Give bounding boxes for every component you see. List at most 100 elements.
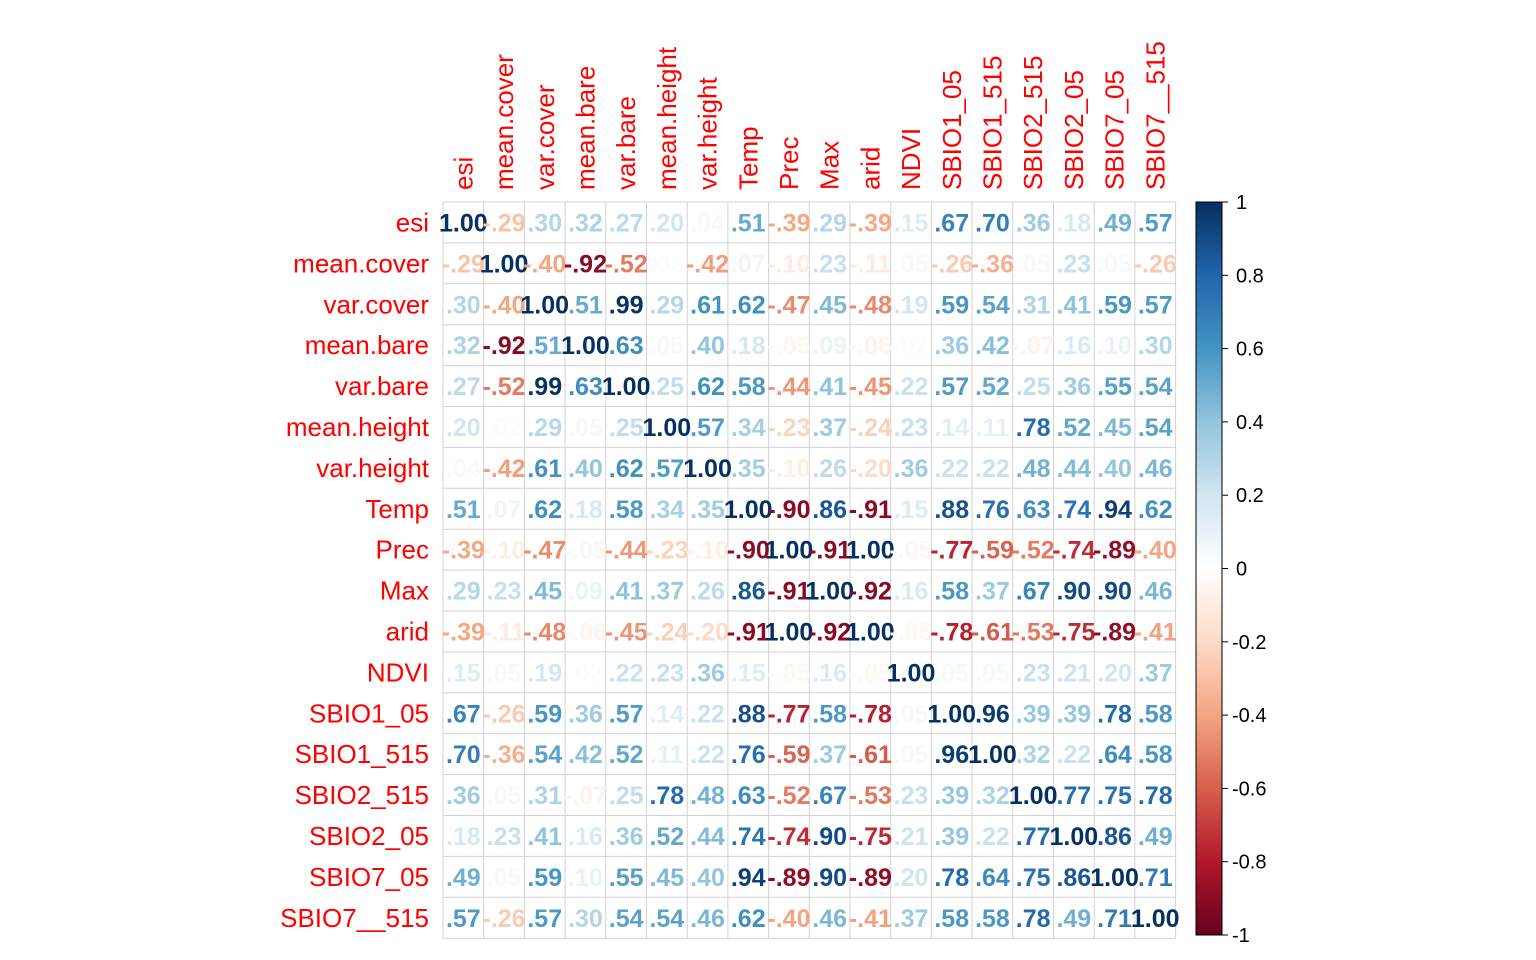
cell-value: .20 — [649, 209, 684, 237]
cell-value: .64 — [1097, 741, 1132, 769]
cell-value: .37 — [975, 578, 1010, 606]
cell-value: .96 — [934, 741, 969, 769]
cell-value: .22 — [975, 823, 1010, 851]
cell-value: .76 — [975, 496, 1010, 524]
cell-value: -.39 — [442, 618, 485, 646]
cell-value: 1.00 — [1050, 823, 1099, 851]
cell-value: .02 — [568, 659, 603, 687]
cell-value: .62 — [731, 905, 766, 933]
cell-value: .02 — [649, 250, 684, 278]
cell-value: -.42 — [483, 455, 526, 483]
cell-value: -.61 — [849, 741, 892, 769]
cell-value: 1.00 — [765, 618, 814, 646]
cell-value: -.59 — [971, 537, 1014, 565]
cell-value: .62 — [609, 455, 644, 483]
cell-value: -.45 — [849, 373, 892, 401]
cell-value: .78 — [649, 782, 684, 810]
cell-value: .31 — [1016, 291, 1051, 319]
cell-value: .36 — [894, 455, 929, 483]
cell-value: -.91 — [808, 537, 851, 565]
cell-value: .74 — [1056, 496, 1091, 524]
cell-value: .37 — [1138, 659, 1173, 687]
colorbar-tick-label: 0.4 — [1236, 412, 1264, 434]
cell-value: .58 — [1138, 741, 1173, 769]
cell-value: .11 — [650, 741, 683, 769]
cell-value: .57 — [649, 455, 684, 483]
cell-value: .88 — [934, 496, 969, 524]
cell-value: .23 — [487, 823, 522, 851]
cell-value: -.77 — [930, 537, 973, 565]
cell-value: .61 — [527, 455, 562, 483]
cell-value: .32 — [975, 782, 1010, 810]
cell-value: .58 — [1138, 700, 1173, 728]
cell-value: .36 — [690, 659, 725, 687]
cell-value: -.89 — [849, 864, 892, 892]
row-labels: esi mean.cover var.cover mean.bare var.bare m… — [280, 207, 430, 932]
cell-value: .35 — [690, 496, 725, 524]
cell-value: .07 — [487, 496, 522, 524]
cell-value: .22 — [1056, 741, 1091, 769]
cell-value: .51 — [527, 332, 562, 360]
cell-value: .15 — [894, 209, 929, 237]
row-label: esi — [396, 207, 429, 237]
cell-value: .25 — [1016, 373, 1051, 401]
cell-value: .64 — [975, 864, 1010, 892]
cell-value: .16 — [812, 659, 847, 687]
cell-value: .23 — [649, 659, 684, 687]
cell-value: .51 — [446, 496, 481, 524]
cell-value: .71 — [1138, 864, 1173, 892]
cell-value: -.06 — [564, 618, 607, 646]
cell-value: .22 — [690, 700, 725, 728]
column-label: SBIO7__515 — [1140, 41, 1170, 190]
cell-value: -.24 — [645, 618, 688, 646]
row-label: arid — [386, 616, 429, 646]
colorbar-tick-label: -0.4 — [1232, 705, 1266, 727]
column-label: SBIO7_05 — [1100, 70, 1130, 190]
cell-value: .77 — [1016, 823, 1051, 851]
cell-value: .48 — [690, 782, 725, 810]
cell-value: .30 — [568, 905, 603, 933]
cell-value: .39 — [1016, 700, 1051, 728]
cell-value: .23 — [487, 578, 522, 606]
cell-value: .75 — [1097, 782, 1132, 810]
column-label: SBIO1_05 — [937, 70, 967, 190]
cell-value: .37 — [812, 414, 847, 442]
cell-value: .54 — [609, 905, 644, 933]
row-label: NDVI — [367, 657, 429, 687]
cell-value: .45 — [812, 291, 847, 319]
cell-value: -.45 — [605, 618, 648, 646]
cell-value: .49 — [1097, 209, 1132, 237]
cell-value: .23 — [1056, 250, 1091, 278]
cell-grid — [442, 201, 1177, 939]
cell-value: .37 — [812, 741, 847, 769]
cell-value: .32 — [568, 209, 603, 237]
cell-value: .86 — [812, 496, 847, 524]
cell-value: -.53 — [1012, 618, 1055, 646]
cell-value: -.29 — [483, 209, 526, 237]
column-label: SBIO2_515 — [1018, 56, 1048, 190]
cell-value: -.39 — [767, 209, 810, 237]
cell-value: .46 — [1138, 455, 1173, 483]
cell-value: .78 — [934, 864, 969, 892]
cell-value: -.53 — [849, 782, 892, 810]
cell-value: .26 — [812, 455, 847, 483]
cell-value: .52 — [609, 741, 644, 769]
cell-value: .90 — [1097, 578, 1132, 606]
cell-value: .29 — [812, 209, 847, 237]
cell-value: .16 — [894, 578, 929, 606]
cell-value: .54 — [649, 905, 684, 933]
cell-value: -.90 — [767, 496, 810, 524]
cell-value: -.92 — [483, 332, 526, 360]
cell-value: .30 — [527, 209, 562, 237]
cell-value: .02 — [487, 414, 522, 442]
cell-value: -.78 — [849, 700, 892, 728]
column-labels: esi mean.cover var.cover mean.bare var.bare m… — [448, 41, 1170, 190]
row-label: SBIO7_05 — [309, 862, 429, 892]
cell-value: .05 — [975, 659, 1010, 687]
cell-value: -.05 — [849, 659, 892, 687]
colorbar-tick-label: 0.8 — [1236, 265, 1264, 287]
cell-value: .30 — [446, 291, 481, 319]
cell-value: -.06 — [849, 332, 892, 360]
cell-value: .54 — [1138, 373, 1173, 401]
cell-value: .49 — [1056, 905, 1091, 933]
